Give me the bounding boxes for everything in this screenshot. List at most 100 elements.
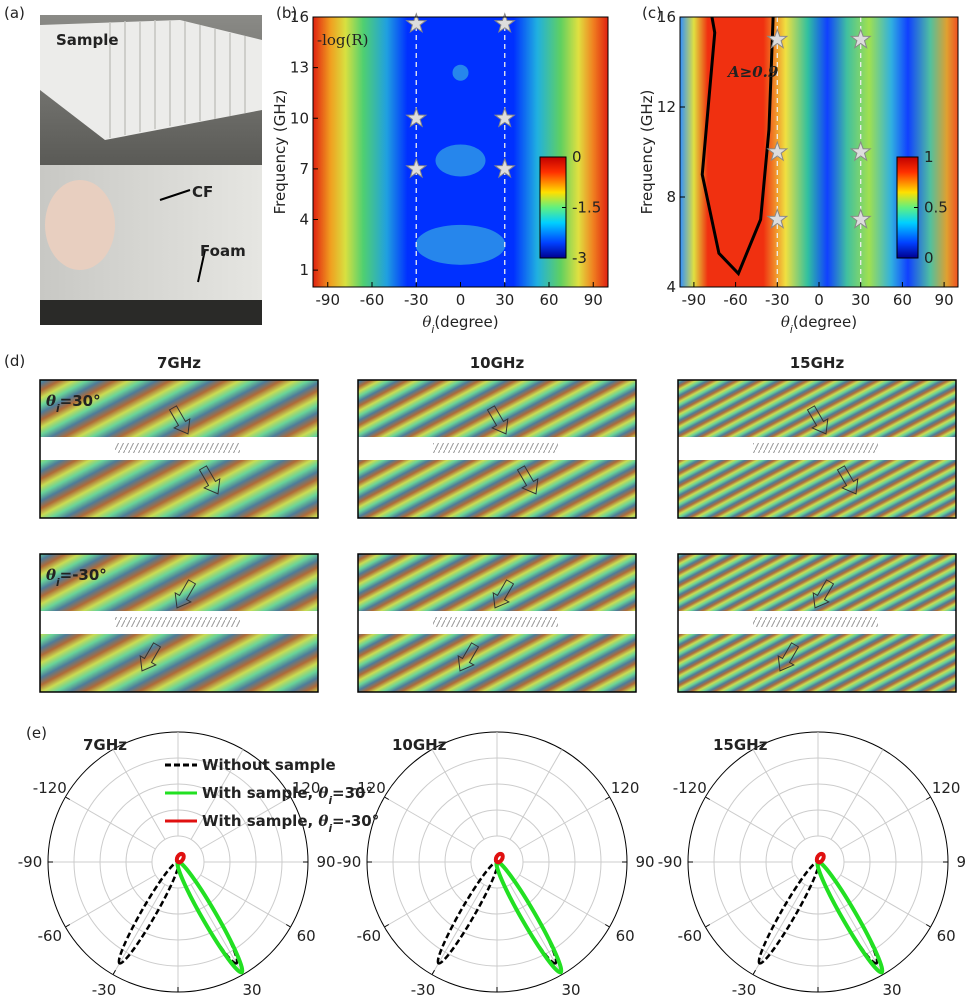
colorbar-label: 0	[924, 249, 934, 267]
photo-label: CF	[192, 183, 213, 201]
angle-label: 30	[561, 981, 580, 998]
annotation: -log(R)	[317, 31, 369, 49]
sample-hatch	[115, 443, 240, 453]
y-tick-label: 10	[290, 109, 309, 127]
polar-title: 15GHz	[713, 736, 768, 754]
sample-hatch	[433, 617, 558, 627]
y-axis-label: Frequency (GHz)	[271, 90, 289, 215]
x-tick-label: 60	[539, 291, 558, 309]
heatmap-blob	[453, 65, 469, 81]
sample-hatch	[115, 617, 240, 627]
legend-label: Without sample	[202, 756, 336, 774]
polar-spoke	[841, 797, 931, 849]
polar-title: 10GHz	[392, 736, 447, 754]
angle-label: -60	[357, 927, 382, 945]
y-axis-label: Frequency (GHz)	[638, 90, 656, 215]
angle-tick	[65, 797, 69, 800]
x-tick-label: -60	[723, 291, 748, 309]
column-title: 10GHz	[470, 354, 525, 372]
lobe	[175, 853, 185, 864]
x-axis-label: θi(degree)	[781, 313, 857, 336]
y-tick-label: 16	[657, 8, 676, 26]
column-title: 7GHz	[157, 354, 201, 372]
column-title: 15GHz	[790, 354, 845, 372]
x-tick-label: 90	[584, 291, 603, 309]
y-tick-label: 13	[290, 59, 309, 77]
text-part: =-30°	[332, 812, 379, 830]
photo-label: Foam	[200, 242, 246, 260]
sample-hatch	[433, 443, 558, 453]
x-tick-label: 30	[495, 291, 514, 309]
polar-spoke	[65, 875, 155, 927]
x-tick-label: -30	[765, 291, 790, 309]
text-part: (degree)	[793, 313, 857, 331]
polar-spoke	[510, 749, 562, 839]
text-part: θ	[318, 812, 328, 830]
figure: Sample CF Foam (a) (b) (c) (d) (e) -90-6…	[0, 0, 966, 998]
angle-label: -120	[33, 779, 67, 797]
heatmap-blob	[436, 144, 486, 176]
y-tick-label: 7	[299, 160, 309, 178]
x-tick-label: 90	[935, 291, 954, 309]
x-tick-label: -90	[316, 291, 341, 309]
angle-tick	[926, 925, 930, 928]
angle-label: 120	[611, 779, 640, 797]
x-tick-label: -60	[360, 291, 385, 309]
polar-spoke	[384, 797, 474, 849]
colorbar-label: -3	[572, 249, 587, 267]
x-axis-label: θi(degree)	[422, 313, 498, 336]
polar-spoke	[113, 885, 165, 975]
angle-label: 120	[932, 779, 961, 797]
angle-label: 60	[297, 927, 316, 945]
y-tick-label: 8	[666, 188, 676, 206]
hand	[45, 180, 115, 270]
polar-spoke	[432, 749, 484, 839]
y-tick-label: 16	[290, 8, 309, 26]
polar-spoke	[831, 749, 883, 839]
x-tick-label: 0	[456, 291, 466, 309]
angle-label: -30	[92, 981, 117, 998]
colorbar-label: 1	[924, 148, 934, 166]
angle-label: 90	[635, 853, 654, 871]
polar-spoke	[520, 875, 610, 927]
text-part: With sample,	[202, 812, 318, 830]
polar-title: 7GHz	[83, 736, 127, 754]
angle-tick	[384, 925, 388, 928]
angle-label: -90	[337, 853, 362, 871]
angle-label: -30	[732, 981, 757, 998]
polar-spoke	[191, 885, 243, 975]
text-part: Without sample	[202, 756, 336, 774]
polar-spoke	[841, 875, 931, 927]
angle-tick	[286, 925, 290, 928]
angle-label: 30	[882, 981, 901, 998]
polar-spoke	[65, 797, 155, 849]
angle-label: 30	[242, 981, 261, 998]
polar-spoke	[432, 885, 484, 975]
angle-tick	[605, 797, 609, 800]
angle-tick	[753, 970, 756, 974]
angle-label: 90	[956, 853, 966, 871]
angle-label: 60	[937, 927, 956, 945]
x-tick-label: 0	[814, 291, 824, 309]
legend-label: With sample, θi=30°	[202, 784, 373, 807]
text-part: (degree)	[434, 313, 498, 331]
polar-spoke	[831, 885, 883, 975]
panel-label: (d)	[4, 352, 25, 370]
angle-tick	[605, 925, 609, 928]
polar-spoke	[113, 749, 165, 839]
text-part: =30°	[332, 784, 373, 802]
angle-tick	[926, 797, 930, 800]
angle-label: -30	[411, 981, 436, 998]
angle-tick	[705, 797, 709, 800]
lobe	[494, 853, 504, 864]
lobe	[815, 853, 825, 864]
x-tick-label: 60	[893, 291, 912, 309]
angle-label: -90	[658, 853, 683, 871]
polar-spoke	[201, 875, 291, 927]
polar-spoke	[705, 797, 795, 849]
y-tick-label: 4	[666, 278, 676, 296]
text-part: With sample,	[202, 784, 318, 802]
text-part: θ	[422, 313, 431, 331]
text-part: =30°	[60, 392, 101, 410]
photo-table	[40, 300, 262, 325]
